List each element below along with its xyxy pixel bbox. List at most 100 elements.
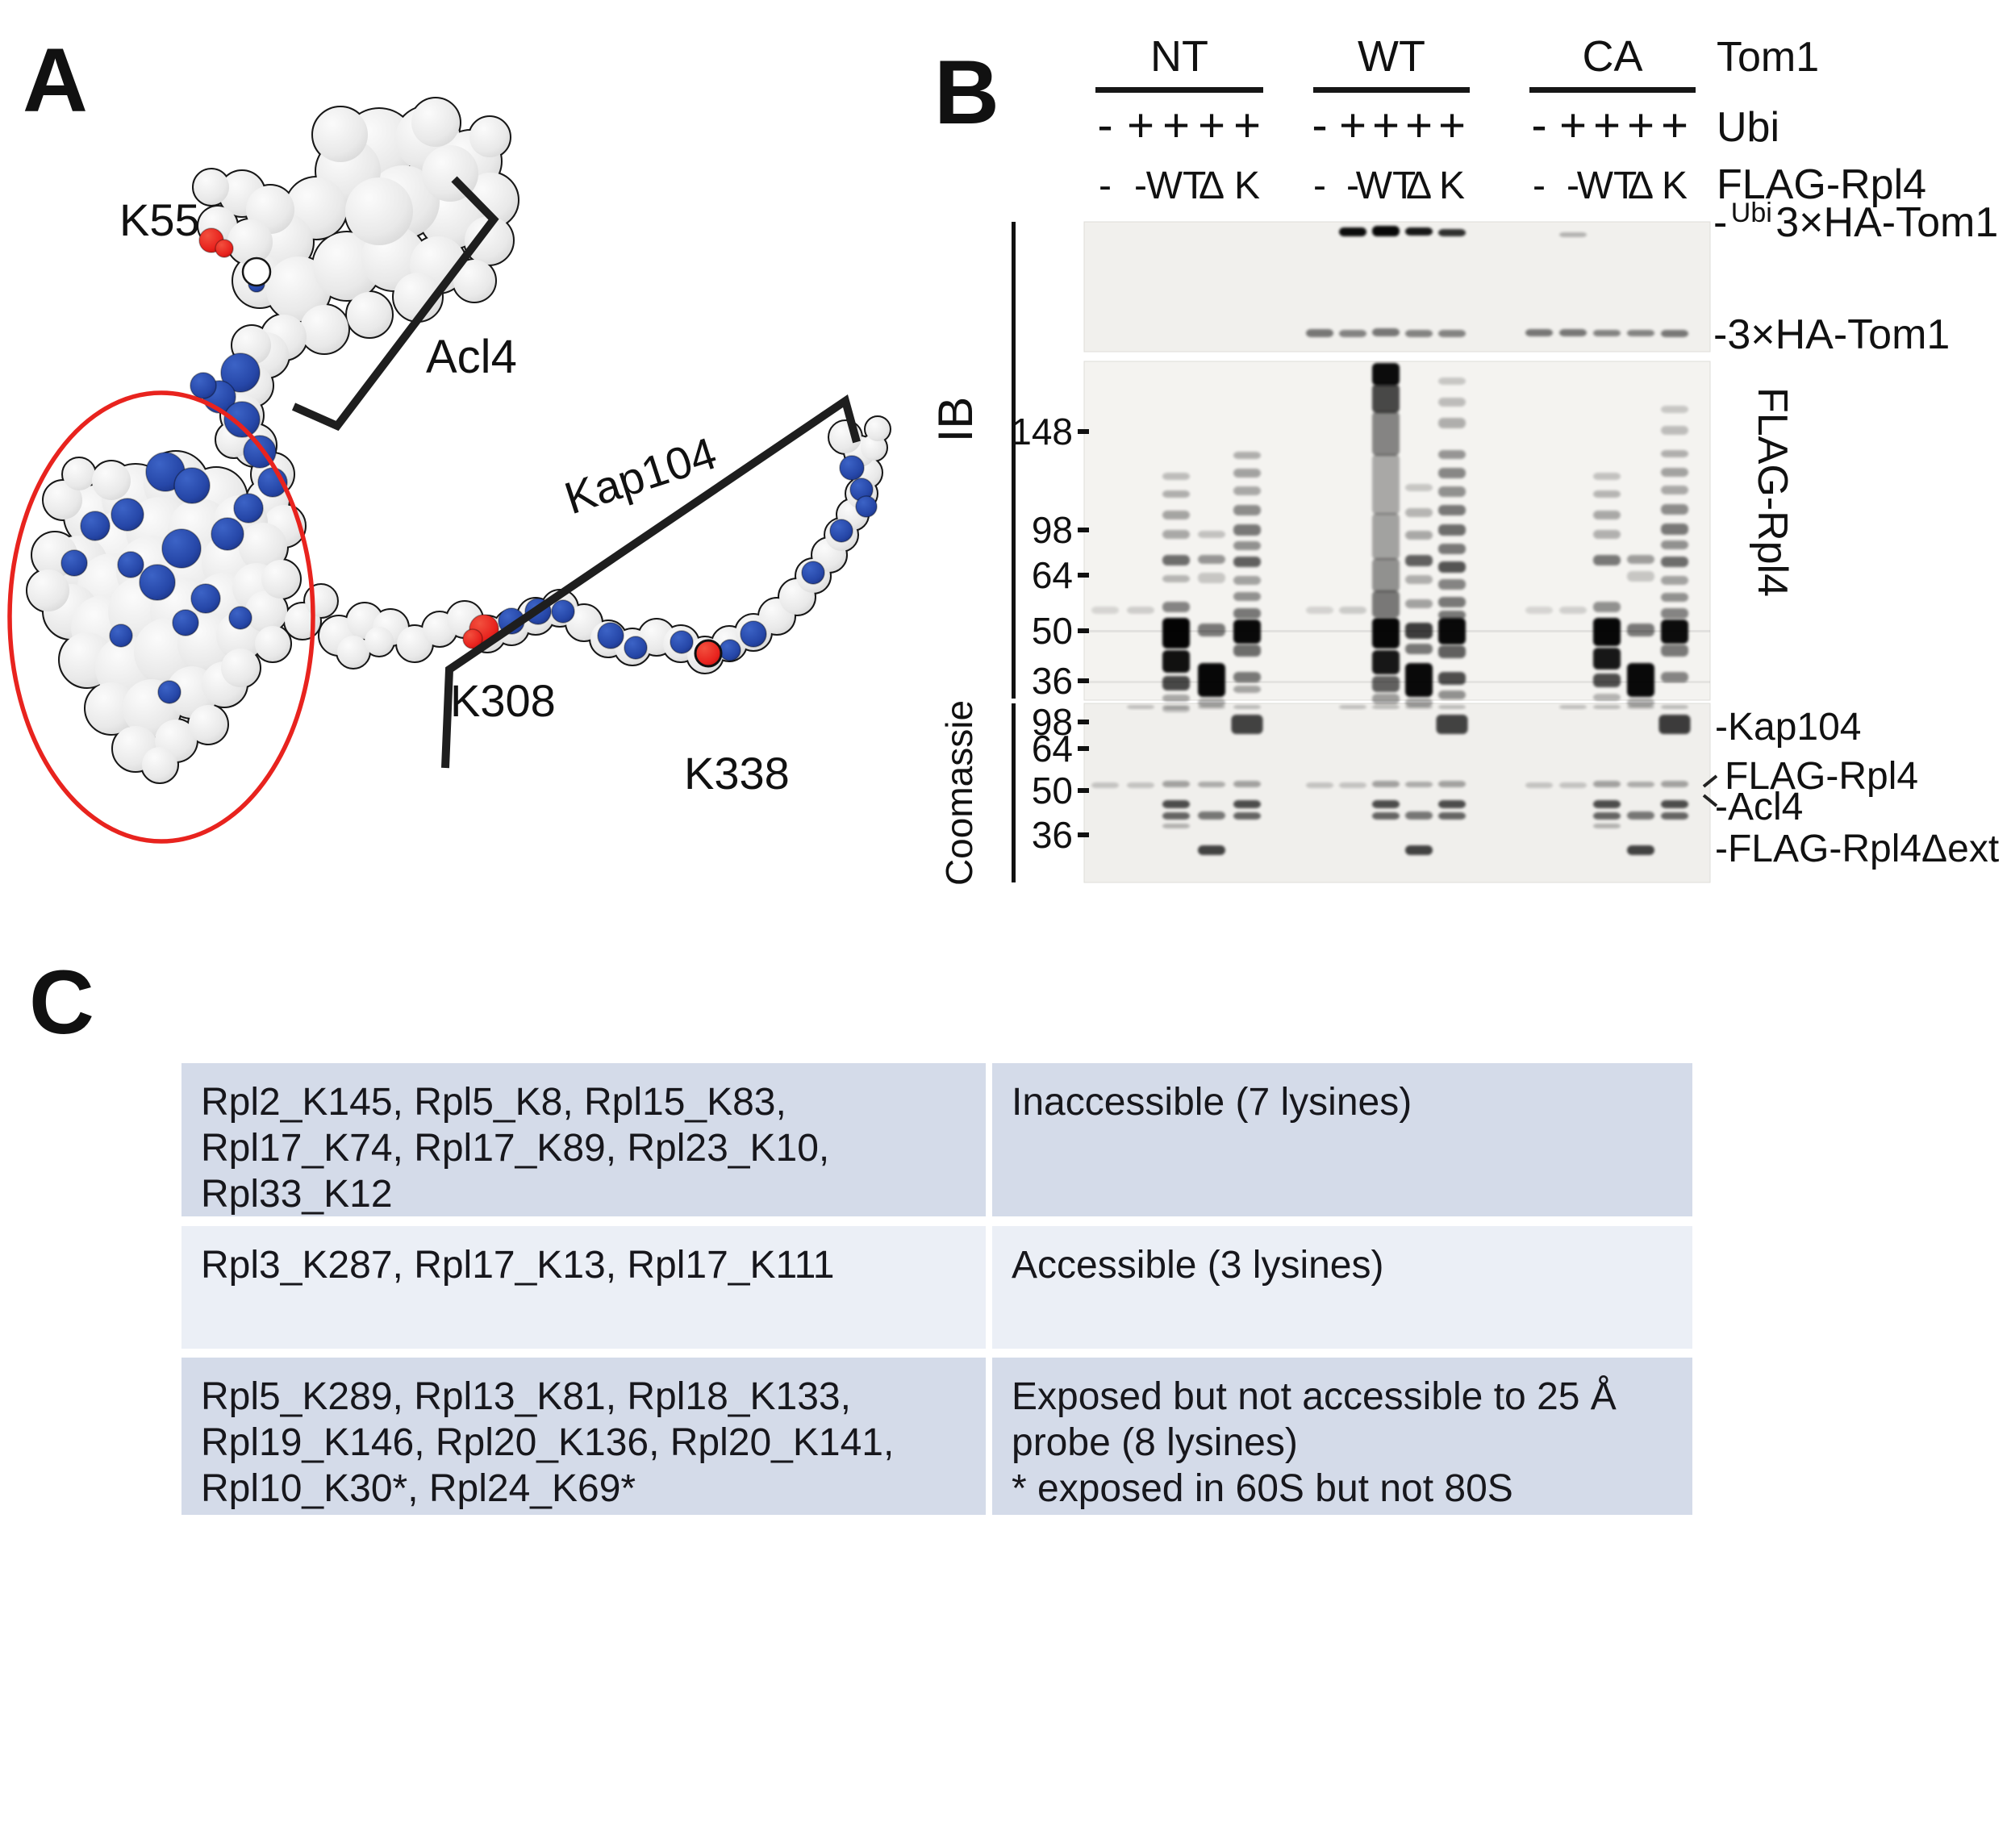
flag-rpl4-token: - — [1533, 165, 1546, 207]
gel-band — [1372, 618, 1400, 649]
group-label-wt: WT — [1358, 32, 1425, 81]
coomassie-gel-image — [1083, 703, 1711, 883]
gel-band — [1198, 531, 1225, 538]
ib-side-label: IB — [928, 397, 983, 443]
gel-band — [1198, 811, 1225, 820]
gel-band — [1438, 672, 1466, 685]
gel-background-streak — [1084, 681, 1710, 683]
mw-marker-50: 50 — [1032, 770, 1073, 811]
gel-band — [1593, 618, 1621, 646]
ubi-token: + — [1438, 99, 1466, 152]
gel-band — [1198, 555, 1225, 564]
gel-band — [1627, 555, 1654, 564]
gel-band — [1661, 781, 1688, 787]
ubi-token: + — [1233, 99, 1261, 152]
ubi-token: + — [1127, 99, 1154, 152]
gel-band — [1438, 561, 1466, 573]
gel-band — [1233, 557, 1261, 567]
lysine-patch — [117, 551, 144, 578]
gel-band — [1525, 782, 1553, 788]
gel-band — [1438, 705, 1466, 709]
gel-band — [1661, 406, 1688, 413]
gel-band — [1438, 378, 1466, 385]
gel-band — [1372, 411, 1400, 456]
ubi-token: - — [1312, 99, 1327, 152]
lysine-patch — [597, 622, 624, 649]
gel-band — [1339, 705, 1366, 709]
lysine-patch — [109, 624, 133, 648]
lysine-patch — [839, 455, 865, 481]
lysine-patch — [157, 680, 181, 704]
gel-band — [1438, 812, 1466, 820]
gel-band — [1593, 602, 1621, 612]
wt-overline — [1313, 87, 1470, 93]
ib-axis-line — [1012, 222, 1016, 699]
lysine-patch — [223, 401, 261, 438]
gel-band — [1438, 690, 1466, 699]
gel-band — [1438, 418, 1466, 428]
gel-band — [1661, 619, 1688, 644]
gel-band — [1559, 705, 1587, 709]
table-row1-rp-lys: Rpl2_K145, Rpl5_K8, Rpl15_K83, Rpl17_K74… — [181, 1063, 986, 1216]
ubi-token: + — [1661, 99, 1688, 152]
flag-rpl4-token: K — [1662, 165, 1688, 207]
gel-band — [1661, 576, 1688, 585]
flag-ib-blot-bands — [1084, 363, 1710, 712]
gel-band — [1162, 618, 1190, 649]
surface-blob — [345, 177, 413, 245]
lysine-patch — [719, 639, 741, 661]
flag-rpl4-token: - — [1346, 165, 1359, 207]
coomassie-gel-bands — [1091, 705, 1691, 855]
gel-band — [1559, 607, 1587, 614]
gel-band — [1372, 650, 1400, 674]
flag-rpl4-token: WT — [1577, 165, 1638, 207]
gel-band — [1091, 782, 1119, 788]
gel-band — [1661, 486, 1688, 494]
k338-residue-marker — [694, 639, 723, 668]
lysine-patch — [801, 561, 825, 585]
gel-band — [1559, 329, 1587, 336]
lysine-patch — [139, 564, 176, 601]
gel-band — [1405, 663, 1433, 697]
surface-blob — [469, 117, 510, 157]
gel-band — [1233, 608, 1261, 619]
surface-blob — [365, 627, 394, 656]
flag-rpl4-vertical-label: FLAG-Rpl4 — [1749, 387, 1796, 597]
mw-marker-tick — [1078, 628, 1089, 633]
lysine-patch — [190, 372, 217, 399]
flag-rpl4-dext-band-label: -FLAG-Rpl4Δext — [1715, 828, 1999, 870]
surface-hole — [241, 257, 272, 287]
k55-label: K55 — [119, 194, 200, 245]
gel-band — [1661, 330, 1688, 337]
gel-band — [1162, 812, 1190, 820]
gel-band — [1233, 812, 1261, 820]
condition-label-ubi: Ubi — [1717, 104, 1779, 151]
flag-rpl4-token: - — [1567, 165, 1579, 207]
gel-band — [1372, 705, 1400, 709]
lysine-patch — [80, 511, 111, 541]
gel-band — [1233, 592, 1261, 601]
flag-rpl4-token: WT — [1356, 165, 1416, 207]
lysine-patch — [220, 352, 261, 393]
gel-band — [1661, 504, 1688, 515]
ubi-token: + — [1162, 99, 1190, 152]
gel-band — [1593, 330, 1621, 336]
surface-blob — [261, 560, 300, 599]
surface-blob — [861, 435, 887, 461]
gel-band — [1438, 597, 1466, 607]
panel-b-label: B — [934, 42, 999, 143]
highlight-circle — [7, 390, 315, 844]
gel-band — [1405, 575, 1433, 584]
surface-blob — [27, 569, 69, 611]
gel-band — [1405, 623, 1433, 639]
gel-band — [1438, 450, 1466, 459]
gel-band — [1559, 782, 1587, 788]
lysine-patch — [111, 498, 144, 532]
coomassie-axis-line — [1012, 703, 1016, 882]
gel-band — [1233, 452, 1261, 459]
gel-band — [1438, 468, 1466, 478]
ubi-token: + — [1372, 99, 1400, 152]
gel-band — [1661, 812, 1688, 820]
